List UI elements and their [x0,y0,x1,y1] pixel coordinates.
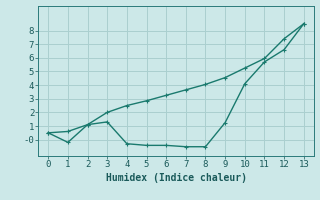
X-axis label: Humidex (Indice chaleur): Humidex (Indice chaleur) [106,173,246,183]
